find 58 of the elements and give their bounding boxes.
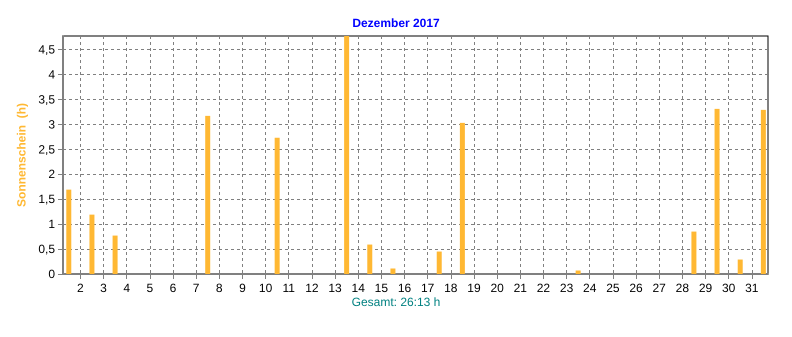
y-tick-label: 3,5: [38, 92, 56, 106]
x-tick-label: 16: [398, 281, 412, 295]
bar: [344, 36, 350, 274]
y-tick-label: 4,5: [38, 42, 56, 56]
y-tick-label: 4: [48, 67, 56, 82]
x-tick-label: 13: [328, 281, 342, 295]
y-axis-title: Sonnenschein (h): [14, 102, 28, 208]
x-tick-label: 9: [239, 281, 246, 295]
bar: [367, 244, 372, 274]
x-tick-label: 4: [123, 281, 130, 295]
x-tick-label: 26: [629, 281, 644, 295]
y-tick-label: 1: [48, 217, 56, 232]
x-tick-label: 2: [77, 281, 84, 295]
y-tick-label: 0: [48, 267, 56, 281]
y-tick-label: 2: [48, 167, 56, 182]
bar: [714, 108, 720, 274]
bar: [205, 116, 210, 274]
bar: [760, 110, 766, 274]
chart-title: Dezember 2017: [352, 16, 440, 30]
x-tick-label: 29: [698, 281, 712, 295]
x-tick-label: 28: [676, 281, 690, 295]
x-tick-label: 30: [722, 281, 736, 295]
x-tick-label: 7: [192, 281, 200, 295]
bar: [66, 190, 72, 274]
bar: [274, 138, 280, 274]
bar: [460, 122, 465, 274]
x-tick-label: 8: [216, 281, 223, 295]
x-tick-label: 15: [374, 281, 388, 295]
bar: [738, 260, 743, 274]
x-tick-label: 6: [170, 281, 177, 295]
x-tick-label: 23: [560, 281, 574, 295]
bar: [436, 252, 442, 274]
x-tick-label: 12: [305, 281, 319, 295]
x-tick-label: 18: [444, 281, 458, 295]
x-tick-label: 3: [100, 281, 108, 295]
x-tick-label: 31: [745, 281, 759, 295]
x-tick-label: 22: [536, 281, 550, 295]
x-tick-label: 14: [352, 281, 366, 295]
bar: [576, 270, 581, 274]
text: Gesamt: 26:13 h: [352, 295, 440, 309]
x-tick-label: 17: [420, 281, 435, 295]
bar: [112, 236, 118, 274]
y-tick-label: 0,5: [38, 242, 56, 256]
y-tick-label: 3: [48, 117, 56, 132]
bar: [390, 268, 396, 274]
x-tick-label: 24: [583, 281, 597, 295]
x-tick-label: 5: [146, 281, 154, 295]
y-tick-label: 2,5: [38, 142, 56, 156]
x-tick-label: 25: [606, 281, 620, 295]
bar: [89, 214, 94, 274]
x-tick-label: 10: [258, 281, 273, 295]
x-tick-label: 27: [652, 281, 666, 295]
x-tick-label: 19: [467, 281, 481, 295]
bar: [691, 232, 696, 274]
x-tick-label: 20: [490, 281, 504, 295]
x-tick-label: 11: [282, 281, 296, 295]
y-tick-label: 1,5: [38, 192, 56, 206]
x-tick-label: 21: [514, 281, 528, 295]
